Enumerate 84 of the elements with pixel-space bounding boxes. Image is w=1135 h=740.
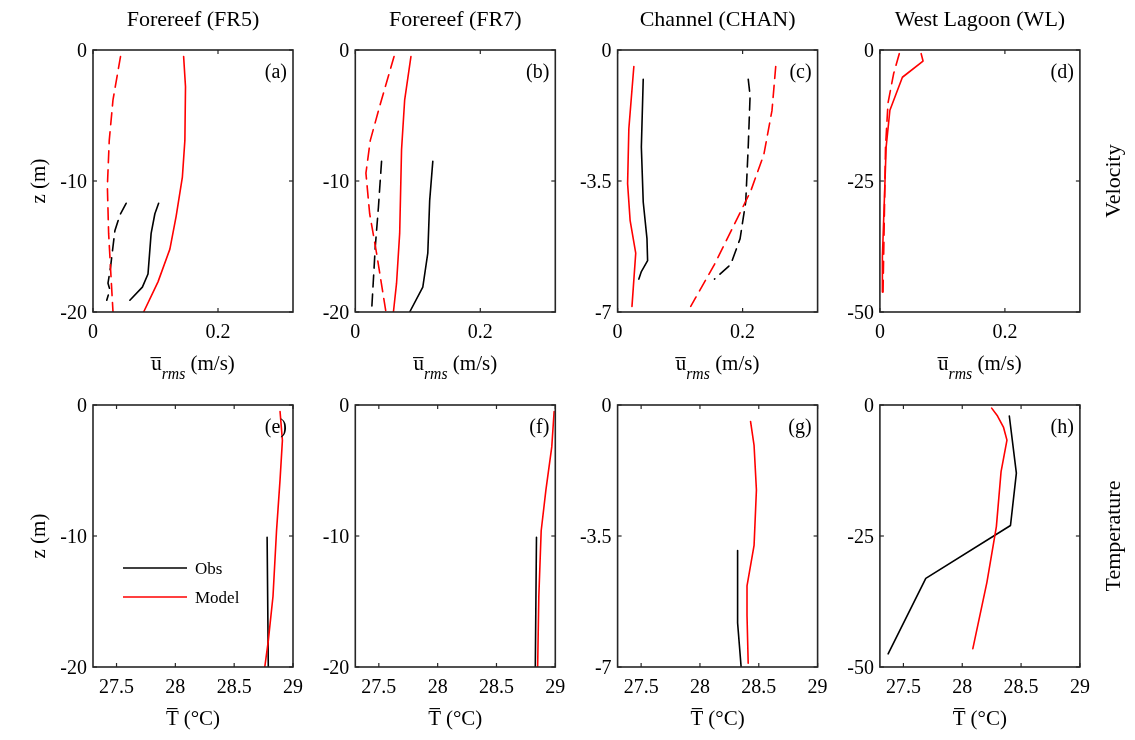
line-series	[887, 415, 1018, 655]
y-tick-label: -7	[594, 301, 612, 323]
y-tick-label: -20	[322, 656, 350, 678]
annotation: (b)	[525, 60, 550, 83]
annotation: (h)	[1050, 415, 1074, 438]
x-tick-label: 28.5	[741, 675, 777, 697]
line-series	[713, 78, 751, 280]
x-tick-label: 27.5	[99, 675, 135, 697]
y-axis-title: z (m)	[26, 513, 50, 559]
legend-label: Model	[195, 588, 240, 607]
x-axis-title: T̅ (°C)	[428, 706, 483, 730]
line-series	[105, 202, 127, 302]
x-axis-title: u̅$_{rms}$ (m/s)	[936, 351, 1022, 382]
line-series	[106, 55, 122, 312]
line-series	[142, 55, 187, 312]
y-tick-label: -20	[60, 656, 87, 678]
y-axis-title: z (m)	[26, 158, 50, 204]
annotation: (a)	[264, 60, 287, 83]
y-tick-label: 0	[339, 39, 350, 61]
y-tick-label: 0	[863, 39, 874, 61]
y-tick-label: -10	[322, 525, 350, 547]
y-tick-label: -10	[322, 170, 350, 192]
y-tick-label: 0	[77, 394, 87, 416]
x-tick-label: 28.5	[478, 675, 514, 697]
y-tick-label: 0	[863, 394, 874, 416]
y-tick-label: -7	[594, 656, 612, 678]
y-tick-label: -3.5	[579, 525, 612, 547]
x-axis-title: T̅ (°C)	[952, 706, 1007, 730]
y-tick-label: -20	[60, 301, 87, 323]
x-axis-title: u̅$_{rms}$ (m/s)	[674, 351, 760, 382]
y-tick-label: -50	[847, 656, 874, 678]
y-tick-label: 0	[601, 39, 612, 61]
x-tick-label: 0.2	[992, 320, 1018, 342]
x-tick-label: 29	[283, 675, 303, 697]
x-tick-label: 29	[807, 675, 828, 697]
line-series	[129, 202, 160, 302]
x-tick-label: 0.2	[205, 320, 231, 342]
y-tick-label: -25	[847, 170, 874, 192]
y-tick-label: 0	[339, 394, 350, 416]
annotation: (f)	[529, 415, 550, 438]
x-tick-label: 0.2	[730, 320, 756, 342]
x-tick-label: 28	[427, 675, 448, 697]
y-tick-label: 0	[77, 39, 87, 61]
line-series	[392, 55, 412, 312]
y-tick-label: 0	[601, 394, 612, 416]
y-tick-label: -25	[847, 525, 874, 547]
text: Temperature	[1099, 480, 1125, 592]
y-tick-label: -3.5	[579, 170, 612, 192]
line-series	[365, 55, 395, 312]
annotation: (c)	[789, 60, 812, 83]
chart-title: Channel (CHAN)	[639, 6, 796, 31]
chart-title: Forereef (FR5)	[126, 6, 260, 31]
x-tick-label: 29	[1069, 675, 1090, 697]
line-series	[626, 65, 637, 308]
annotation: (g)	[788, 415, 812, 438]
x-tick-label: 28	[952, 675, 973, 697]
annotation: (d)	[1050, 60, 1074, 83]
x-tick-label: 28.5	[1003, 675, 1039, 697]
line-series	[638, 78, 649, 280]
legend-label: Obs	[195, 559, 223, 578]
line-series	[408, 160, 434, 312]
x-tick-label: 28.5	[216, 675, 252, 697]
x-tick-label: 27.5	[885, 675, 921, 697]
line-series	[263, 410, 284, 667]
line-series	[689, 65, 777, 308]
x-tick-label: 29	[545, 675, 566, 697]
x-axis-title: T̅ (°C)	[165, 706, 221, 730]
text: Velocity	[1099, 144, 1125, 218]
y-tick-label: -50	[847, 301, 874, 323]
x-tick-label: 28	[689, 675, 710, 697]
x-axis-title: u̅$_{rms}$ (m/s)	[149, 351, 235, 382]
line-series	[746, 420, 758, 665]
line-series	[972, 407, 1008, 650]
x-axis-title: T̅ (°C)	[690, 706, 745, 730]
y-tick-label: -10	[60, 170, 87, 192]
x-tick-label: 0.2	[467, 320, 493, 342]
chart-title: West Lagoon (WL)	[894, 6, 1066, 31]
chart-title: Forereef (FR7)	[389, 6, 522, 31]
y-tick-label: -20	[322, 301, 350, 323]
x-tick-label: 27.5	[623, 675, 659, 697]
x-axis-title: u̅$_{rms}$ (m/s)	[412, 351, 498, 382]
x-tick-label: 28	[165, 675, 186, 697]
x-tick-label: 27.5	[361, 675, 397, 697]
y-tick-label: -10	[60, 525, 87, 547]
